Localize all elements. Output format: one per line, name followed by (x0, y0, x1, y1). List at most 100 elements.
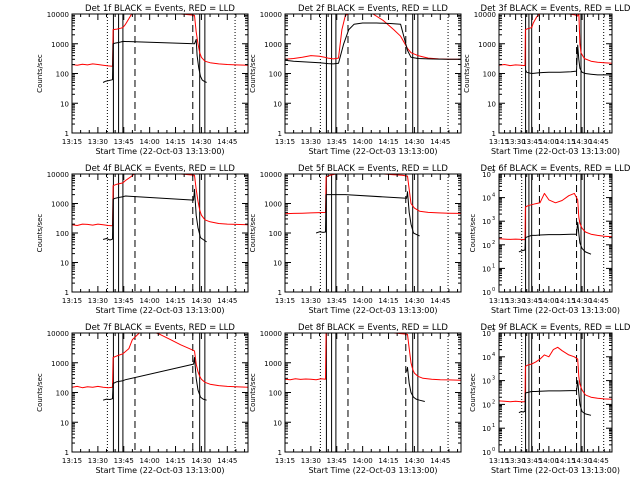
y-tick-label: 10000 (260, 171, 282, 179)
y-tick-label: 10000 (260, 11, 282, 19)
y-axis-label: Counts/sec (249, 214, 257, 253)
y-axis-label: Counts/sec (249, 54, 257, 93)
x-tick-label: 14:45 (589, 297, 609, 305)
y-tick-label: 10000 (47, 11, 69, 19)
x-tick-label: 14:15 (555, 457, 575, 465)
y-tick-label: 1 (492, 130, 496, 138)
x-tick-label: 13:45 (114, 297, 134, 305)
events-series-line (518, 380, 592, 416)
lld-series-line (72, 14, 248, 67)
y-axis-label: Counts/sec (469, 214, 477, 253)
events-series-line (406, 366, 425, 402)
y-tick-label: 10 (273, 100, 282, 108)
lld-series-line (285, 333, 461, 381)
x-tick-label: 14:00 (353, 138, 373, 146)
x-tick-label: 14:30 (404, 457, 424, 465)
x-tick-label: 13:45 (522, 138, 542, 146)
y-tick-label: 1 (65, 289, 69, 297)
y-tick-label: 1000 (51, 41, 69, 49)
x-tick-label: 13:15 (62, 297, 82, 305)
detector-panel-2: 1 10 100 1000 10000 13:15 13:30 13:45 14:00 14:15… (249, 4, 462, 156)
x-tick-label: 14:00 (539, 457, 559, 465)
x-tick-label: 14:45 (217, 138, 237, 146)
events-series-line (102, 38, 207, 83)
y-tick-label: 10 (273, 419, 282, 427)
y-tick-label-base: 10 (482, 289, 491, 297)
x-tick-label: 14:00 (140, 138, 160, 146)
y-tick-label: 1 (278, 289, 282, 297)
y-tick-label: 5 (492, 169, 495, 175)
y-tick-label: 10 (487, 100, 496, 108)
events-series-line (518, 221, 592, 255)
x-tick-label: 14:15 (165, 457, 185, 465)
x-axis-label: Start Time (22-Oct-03 13:13:00) (491, 466, 620, 475)
y-tick-label: 0 (492, 287, 495, 293)
y-tick-label: 4 (492, 352, 495, 358)
x-tick-label: 14:00 (539, 297, 559, 305)
x-tick-label: 13:15 (62, 138, 82, 146)
y-axis-label: Counts/sec (249, 373, 257, 412)
x-axis-label: Start Time (22-Oct-03 13:13:00) (308, 466, 437, 475)
chart-title: Det 1f BLACK = Events, RED = LLD (85, 4, 235, 14)
x-tick-label: 14:15 (165, 297, 185, 305)
lld-series-line (499, 192, 612, 241)
y-axis-label: Counts/sec (36, 373, 44, 412)
y-tick-label: 1 (65, 130, 69, 138)
lld-series-line (72, 333, 248, 389)
lld-series-line (499, 14, 612, 67)
x-tick-label: 13:30 (301, 297, 321, 305)
y-tick-label-base: 10 (482, 378, 491, 386)
x-tick-label: 13:15 (275, 138, 295, 146)
y-tick-label: 1000 (264, 201, 282, 209)
y-tick-label-base: 10 (482, 265, 491, 273)
plot-frame (498, 173, 613, 293)
x-tick-label: 14:00 (353, 457, 373, 465)
x-tick-label: 14:45 (430, 138, 450, 146)
x-tick-label: 14:30 (191, 457, 211, 465)
y-tick-label: 10 (60, 260, 69, 268)
x-tick-label: 14:30 (572, 457, 592, 465)
x-axis-label: Start Time (22-Oct-03 13:13:00) (491, 306, 620, 315)
x-tick-label: 13:30 (301, 138, 321, 146)
y-tick-label-base: 10 (482, 354, 491, 362)
y-tick-label: 10000 (260, 330, 282, 338)
x-tick-label: 13:45 (327, 297, 347, 305)
detector-panel-8: 1 10 100 1000 10000 13:15 13:30 13:45 14:00 14:15… (249, 323, 462, 475)
x-tick-label: 14:30 (191, 138, 211, 146)
x-tick-label: 13:45 (114, 457, 134, 465)
detector-panel-4: 1 10 100 1000 10000 13:15 13:30 13:45 14:00 14:15… (36, 164, 249, 315)
events-series-line (102, 357, 207, 401)
y-tick-label-base: 10 (482, 242, 491, 250)
y-tick-label-base: 10 (482, 449, 491, 457)
y-tick-label: 2 (492, 399, 495, 405)
x-tick-label: 13:15 (489, 138, 509, 146)
y-tick-label: 100 (269, 71, 282, 79)
y-tick-label: 10 (273, 260, 282, 268)
y-tick-label: 5 (492, 328, 495, 334)
y-axis-label: Counts/sec (36, 214, 44, 253)
x-tick-label: 14:45 (589, 138, 609, 146)
x-tick-label: 14:15 (378, 457, 398, 465)
x-tick-label: 13:30 (506, 297, 526, 305)
detector-panel-5: 1 10 100 1000 10000 13:15 13:30 13:45 14:00 14:15… (249, 164, 462, 315)
x-axis-label: Start Time (22-Oct-03 13:13:00) (95, 147, 224, 156)
events-series-line (315, 191, 420, 237)
x-tick-label: 13:30 (301, 457, 321, 465)
chart-title: Det 2f BLACK = Events, RED = LLD (298, 4, 448, 14)
y-axis-label: Counts/sec (463, 54, 471, 93)
lld-series-line (285, 14, 461, 60)
y-tick-label-base: 10 (482, 218, 491, 226)
x-tick-label: 14:30 (572, 297, 592, 305)
x-tick-label: 13:30 (506, 457, 526, 465)
y-tick-label: 100 (56, 71, 69, 79)
y-tick-label: 3 (492, 216, 495, 222)
x-tick-label: 14:45 (430, 297, 450, 305)
x-tick-label: 14:00 (539, 138, 559, 146)
x-axis-label: Start Time (22-Oct-03 13:13:00) (308, 147, 437, 156)
y-tick-label: 1 (65, 449, 69, 457)
y-tick-label: 100 (56, 230, 69, 238)
x-tick-label: 13:30 (88, 297, 108, 305)
x-tick-label: 13:45 (327, 138, 347, 146)
y-tick-label: 10000 (474, 11, 496, 19)
